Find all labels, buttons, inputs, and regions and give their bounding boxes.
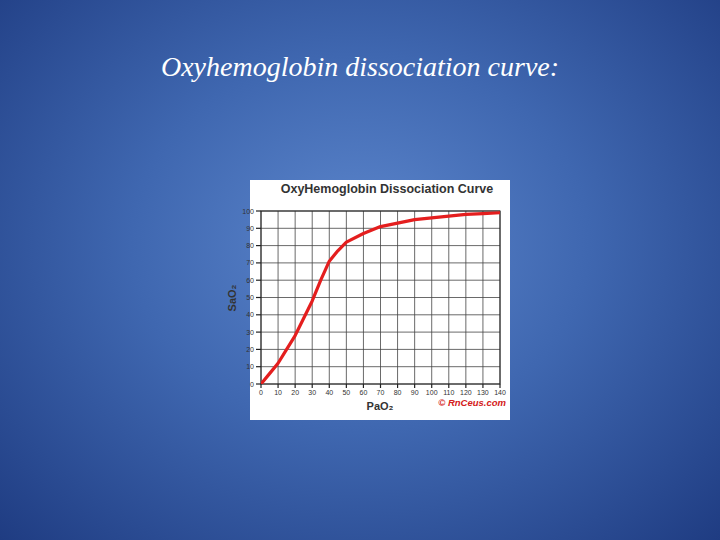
tick-label-y: 20	[246, 346, 254, 353]
tick-label-y: 60	[246, 277, 254, 284]
curve	[261, 213, 500, 384]
plot-area	[261, 213, 500, 384]
tick-label-y: 50	[246, 294, 254, 301]
tick-label-x: 30	[308, 389, 316, 396]
tick-label-x: 80	[394, 389, 402, 396]
grid-line-x	[465, 211, 466, 384]
tick-y	[256, 297, 261, 298]
tick-label-x: 10	[274, 389, 282, 396]
tick-label-x: 140	[494, 389, 506, 396]
slide: Oxyhemoglobin dissociation curve: OxyHemo…	[0, 0, 720, 540]
tick-x	[397, 384, 398, 388]
x-axis-label: PaO₂	[367, 400, 394, 412]
grid-line-x	[329, 211, 330, 384]
tick-x	[465, 384, 466, 388]
tick-x	[414, 384, 415, 388]
grid-line-x	[295, 211, 296, 384]
grid-line-x	[448, 211, 449, 384]
tick-y	[256, 245, 261, 246]
tick-label-y: 30	[246, 329, 254, 336]
tick-label-x: 70	[377, 389, 385, 396]
tick-y	[256, 349, 261, 350]
grid-line-x	[397, 211, 398, 384]
tick-x	[346, 384, 347, 388]
tick-x	[380, 384, 381, 388]
tick-label-x: 130	[477, 389, 489, 396]
tick-label-y: 100	[242, 208, 254, 215]
tick-x	[363, 384, 364, 388]
tick-y	[256, 383, 261, 384]
grid-line-x	[482, 211, 483, 384]
tick-x	[277, 384, 278, 388]
tick-x	[295, 384, 296, 388]
tick-label-x: 20	[291, 389, 299, 396]
tick-y	[256, 228, 261, 229]
tick-label-x: 110	[443, 389, 454, 396]
tick-x	[260, 384, 261, 388]
tick-label-y: 10	[246, 363, 254, 370]
tick-y	[256, 262, 261, 263]
tick-label-x: 120	[460, 389, 472, 396]
tick-x	[329, 384, 330, 388]
tick-label-x: 100	[426, 389, 438, 396]
chart-panel	[250, 180, 510, 420]
tick-label-y: 80	[246, 242, 254, 249]
tick-label-y: 40	[246, 311, 254, 318]
watermark: © RnCeus.com	[438, 397, 506, 408]
grid-line-x	[346, 211, 347, 384]
grid-line-x	[363, 211, 364, 384]
plot-frame	[261, 211, 500, 384]
tick-y	[256, 210, 261, 211]
tick-label-x: 90	[411, 389, 419, 396]
tick-label-x: 60	[360, 389, 368, 396]
tick-x	[431, 384, 432, 388]
tick-label-x: 40	[325, 389, 333, 396]
grid-line-x	[431, 211, 432, 384]
y-axis-label: SaO₂	[226, 284, 238, 311]
tick-y	[256, 280, 261, 281]
tick-x	[482, 384, 483, 388]
tick-y	[256, 314, 261, 315]
chart-title: OxyHemoglobin Dissociation Curve	[281, 182, 494, 196]
slide-title: Oxyhemoglobin dissociation curve:	[161, 51, 559, 82]
tick-label-y: 90	[246, 225, 254, 232]
tick-label-y: 0	[250, 381, 254, 388]
tick-label-x: 0	[259, 389, 263, 396]
tick-label-y: 70	[246, 259, 254, 266]
grid-line-x	[380, 211, 381, 384]
tick-y	[256, 366, 261, 367]
tick-x	[312, 384, 313, 388]
tick-x	[499, 384, 500, 388]
grid-line-x	[278, 211, 279, 384]
tick-label-x: 50	[342, 389, 350, 396]
tick-y	[256, 332, 261, 333]
grid-line-x	[414, 211, 415, 384]
tick-x	[448, 384, 449, 388]
